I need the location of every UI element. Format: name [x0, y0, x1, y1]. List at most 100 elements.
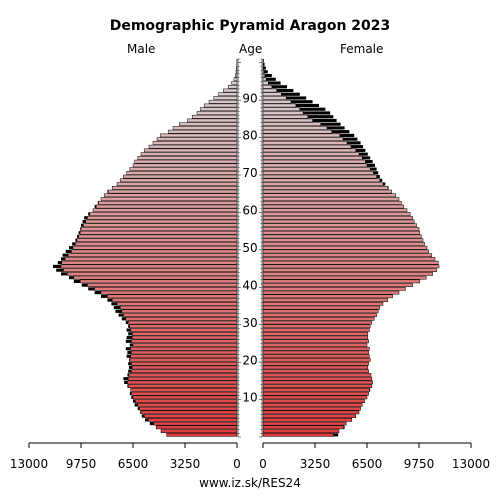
male-bar	[132, 163, 238, 168]
female-bar	[262, 163, 368, 168]
female-bar	[262, 391, 369, 396]
female-bar	[262, 287, 406, 291]
male-excess-bar	[113, 306, 121, 310]
male-bar	[153, 421, 238, 426]
male-bar	[75, 242, 238, 246]
male-bar	[107, 189, 238, 194]
female-bar	[262, 208, 408, 213]
male-excess-bar	[126, 354, 131, 358]
male-bar	[80, 227, 238, 231]
female-bar	[262, 343, 368, 347]
female-bar	[262, 350, 369, 355]
male-excess-bar	[88, 287, 95, 291]
male-x-tick-label: 13000	[10, 457, 48, 471]
male-bar	[98, 200, 238, 205]
male-excess-bar	[81, 283, 88, 287]
male-excess-bar	[128, 362, 132, 366]
male-excess-bar	[124, 380, 128, 385]
male-bar	[83, 223, 238, 228]
female-excess-bar	[365, 160, 373, 164]
female-bar	[262, 316, 375, 321]
female-bar	[262, 346, 370, 351]
male-excess-bar	[129, 343, 133, 347]
male-bar	[130, 388, 238, 392]
female-bar	[262, 257, 436, 261]
female-bar	[262, 290, 400, 295]
female-excess-bar	[347, 141, 361, 145]
female-excess-bar	[370, 167, 377, 171]
male-bar	[132, 395, 238, 400]
male-bar	[233, 77, 238, 82]
male-excess-bar	[123, 377, 129, 381]
male-header: Male	[127, 42, 156, 56]
male-bar	[137, 156, 238, 160]
age-tick-label: 30	[242, 316, 257, 330]
male-bar	[127, 320, 238, 325]
male-bar	[87, 283, 238, 287]
female-bar	[262, 403, 363, 407]
female-bar	[262, 141, 348, 145]
female-bar	[262, 107, 301, 112]
male-excess-bar	[53, 264, 61, 268]
female-excess-bar	[343, 137, 358, 141]
male-excess-bar	[127, 384, 129, 388]
male-bar	[89, 212, 238, 216]
male-x-tick-label: 0	[233, 457, 241, 471]
female-bar	[262, 376, 373, 381]
female-bar	[262, 114, 309, 119]
female-bar	[262, 122, 321, 127]
female-excess-bar	[333, 433, 339, 437]
female-bar	[262, 339, 369, 344]
male-excess-bar	[80, 227, 81, 231]
female-excess-bar	[355, 148, 366, 152]
male-excess-bar	[84, 216, 88, 220]
male-excess-bar	[121, 317, 126, 321]
male-bar	[130, 328, 238, 332]
female-header: Female	[340, 42, 384, 56]
male-excess-bar	[125, 320, 129, 325]
female-bar	[262, 137, 344, 141]
male-excess-bar	[69, 246, 73, 250]
male-excess-bar	[128, 324, 130, 328]
axes-layer: 10 20 30 40 50 60 70 80 90 13000 9750 6500 3250 0 0 325…	[10, 58, 490, 471]
female-bar	[262, 81, 269, 85]
male-excess-bar	[129, 365, 133, 370]
male-bar	[139, 406, 238, 411]
male-excess-bar	[69, 276, 74, 280]
chart-title: Demographic Pyramid Aragon 2023	[109, 18, 391, 34]
female-excess-bar	[331, 130, 350, 134]
female-bar	[262, 249, 429, 254]
male-bar	[172, 126, 238, 130]
male-bar	[131, 361, 238, 366]
female-bar	[262, 159, 366, 164]
male-bar	[131, 339, 238, 344]
age-header: Age	[239, 42, 263, 56]
male-bar	[126, 171, 238, 175]
male-bar	[60, 264, 238, 269]
male-bar	[148, 144, 238, 149]
female-bar	[262, 414, 357, 418]
female-bar	[262, 167, 371, 171]
female-bar	[262, 118, 313, 123]
male-excess-bar	[125, 347, 131, 351]
female-bar	[262, 156, 363, 160]
male-bar	[147, 418, 238, 422]
male-excess-bar	[118, 313, 124, 317]
male-excess-bar	[128, 369, 132, 373]
male-bar	[67, 253, 238, 258]
female-excess-bar	[295, 103, 319, 108]
male-bar	[128, 373, 238, 377]
female-bar	[262, 395, 368, 400]
female-bar	[262, 103, 297, 108]
male-bar	[131, 350, 238, 355]
female-bar	[262, 410, 360, 415]
male-bar	[129, 167, 238, 171]
male-excess-bar	[126, 328, 131, 332]
male-bar	[131, 331, 238, 336]
female-bar	[262, 365, 369, 370]
male-excess-bar	[131, 395, 133, 399]
male-bar	[103, 193, 238, 198]
male-bar	[125, 316, 238, 321]
female-bar	[262, 189, 393, 194]
